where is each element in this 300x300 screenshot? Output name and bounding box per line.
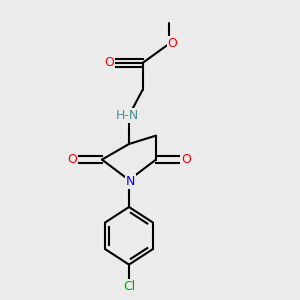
Text: O: O — [105, 56, 114, 70]
Text: O: O — [67, 153, 77, 166]
Text: O: O — [181, 153, 191, 166]
Text: H-N: H-N — [116, 109, 139, 122]
Text: N: N — [126, 175, 135, 188]
Text: O: O — [168, 37, 177, 50]
Text: Cl: Cl — [123, 280, 135, 293]
